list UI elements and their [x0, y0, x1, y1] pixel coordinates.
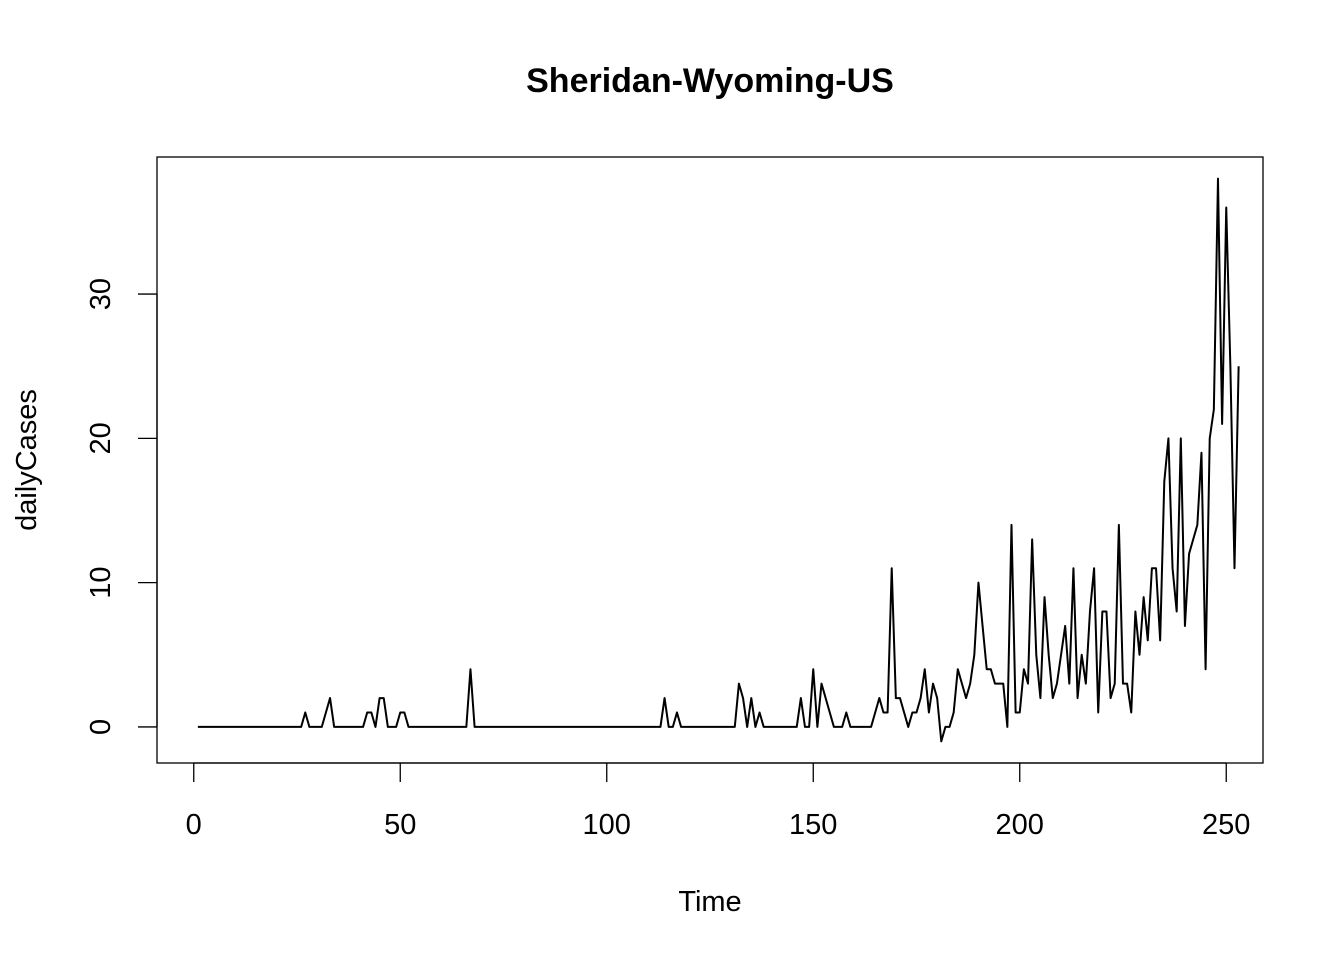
x-tick-label: 150 — [789, 809, 837, 841]
y-tick-label: 30 — [85, 278, 117, 310]
x-tick-label: 200 — [996, 809, 1044, 841]
series-line-daily-cases — [197, 177, 1240, 743]
x-axis: 0 50 100 150 200 250 — [186, 762, 1250, 841]
x-tick-label: 250 — [1202, 809, 1250, 841]
x-tick-label: 0 — [186, 809, 202, 841]
x-tick-label: 100 — [583, 809, 631, 841]
chart-title: Sheridan-Wyoming-US — [526, 62, 894, 100]
y-axis: 0 10 20 30 — [85, 278, 158, 735]
y-tick-label: 20 — [85, 422, 117, 454]
y-axis-label: dailyCases — [11, 389, 43, 531]
x-tick-label: 50 — [384, 809, 416, 841]
y-tick-label: 10 — [85, 567, 117, 599]
y-tick-label: 0 — [85, 719, 117, 735]
x-axis-label: Time — [678, 886, 741, 918]
